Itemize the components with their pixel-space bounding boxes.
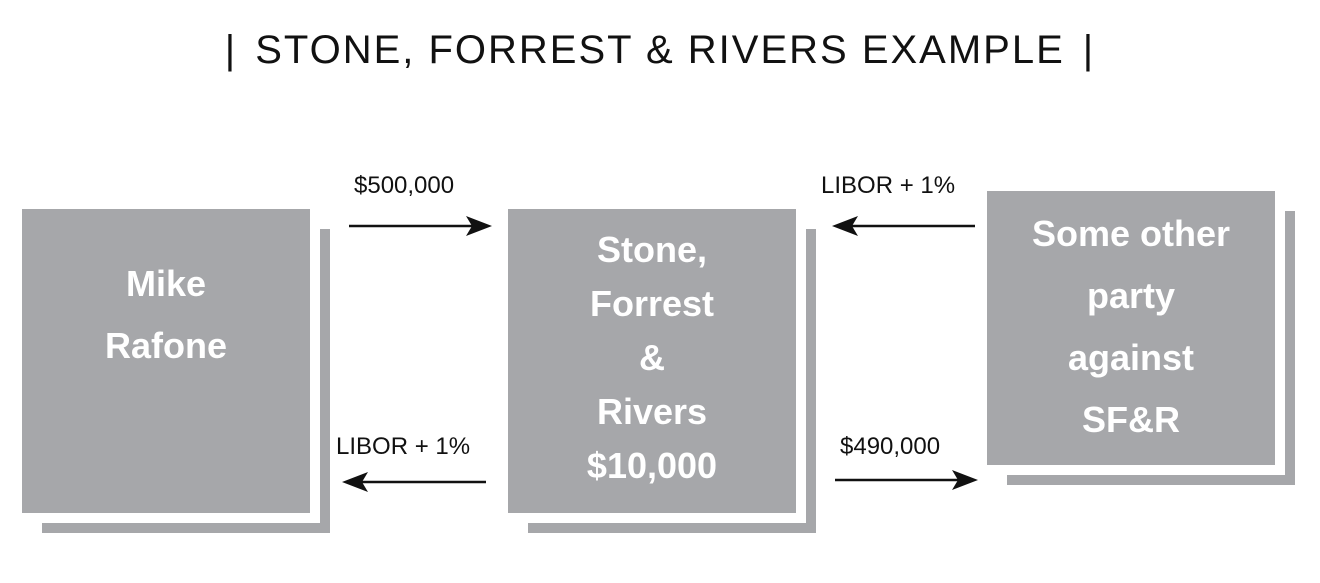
arrow-sfr-to-mike: [342, 472, 486, 492]
title-separator-right: |: [1082, 28, 1096, 72]
box-sfr-line-2: Forrest: [589, 283, 715, 324]
label-other-to-sfr: LIBOR + 1%: [821, 172, 956, 199]
arrow-sfr-to-other: [835, 470, 978, 490]
label-sfr-to-mike: LIBOR + 1%: [336, 433, 471, 460]
box-mike-rafone: Mike Rafone: [22, 209, 310, 513]
label-mike-to-sfr: $500,000: [354, 172, 455, 199]
box-other-line-3: against: [1067, 337, 1195, 378]
box-stone-forrest-rivers: Stone, Forrest & Rivers $10,000: [508, 209, 796, 513]
box-sfr-line-4: Rivers: [596, 391, 708, 432]
title-separator-left: |: [224, 28, 238, 72]
box-other-party: Some other party against SF&R: [987, 191, 1275, 465]
box-mike-line-1: Mike: [125, 263, 207, 304]
box-other-line-1: Some other: [1031, 213, 1231, 254]
page-title: | STONE, FORREST & RIVERS EXAMPLE |: [0, 28, 1320, 73]
box-other-line-4: SF&R: [1082, 399, 1180, 440]
arrow-mike-to-sfr: [349, 216, 492, 236]
title-text: STONE, FORREST & RIVERS EXAMPLE: [255, 28, 1065, 72]
box-sfr-line-5: $10,000: [586, 445, 718, 486]
box-other-line-2: party: [1086, 275, 1176, 316]
arrow-other-to-sfr: [832, 216, 975, 236]
label-sfr-to-other: $490,000: [840, 433, 941, 460]
box-sfr-line-1: Stone,: [596, 229, 707, 270]
box-sfr-line-3: &: [639, 337, 665, 378]
box-mike-line-2: Rafone: [104, 325, 227, 366]
